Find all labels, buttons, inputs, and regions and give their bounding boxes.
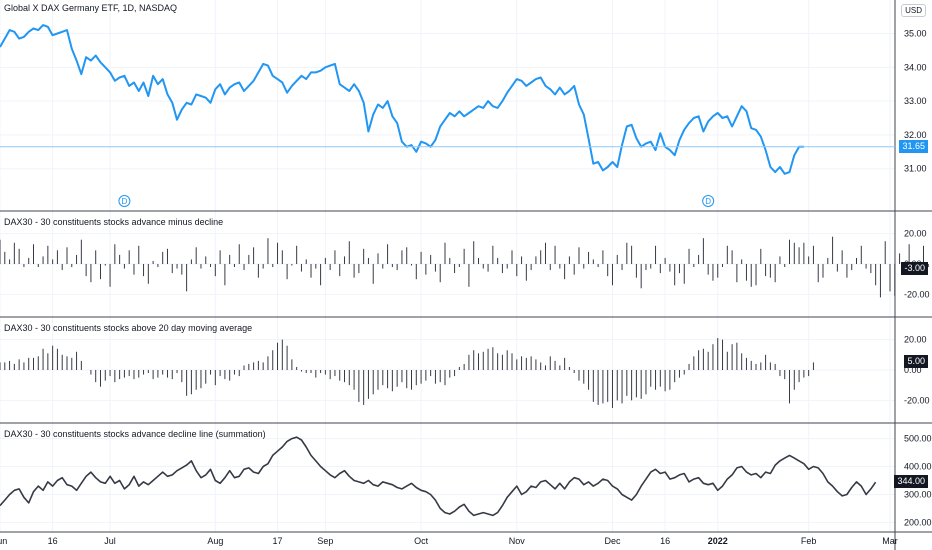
y-tick-label: 35.00 [904,29,927,39]
y-tick-label: 20.00 [904,335,927,345]
last-value-badge: 344.00 [894,475,928,489]
last-value-badge: 5.00 [904,355,928,369]
y-tick-label: 500.00 [904,434,932,444]
last-value-badge: 31.65 [899,139,928,153]
x-tick-label: 16 [660,536,670,546]
y-tick-label: 32.00 [904,130,927,140]
x-tick-label: Aug [207,536,223,546]
y-tick-label: 34.00 [904,62,927,72]
x-tick-label: Oct [414,536,429,546]
dividend-marker [118,195,131,207]
y-tick-label: 300.00 [904,489,932,499]
y-tick-label: -20.00 [904,395,930,405]
x-tick-label: Jun [0,536,7,546]
panel-title: Global X DAX Germany ETF, 1D, NASDAQ [4,3,177,13]
axes: Jun 16 Jul Aug 17 Sep Oct Nov Dec 16 2022 Feb Mar Glo… [0,3,932,546]
dividend-marker-label: D [705,197,711,206]
y-tick-label: 400.00 [904,462,932,472]
dividend-marker [702,195,715,207]
dividend-marker-label: D [122,197,128,206]
ad-summation-line [0,436,877,517]
panel-title: DAX30 - 30 constituents stocks advance m… [4,217,223,227]
x-tick-label: 16 [48,536,58,546]
x-tick-label: Sep [317,536,333,546]
currency-button[interactable]: USD [901,4,926,17]
panel-title: DAX30 - 30 constituents stocks advance d… [4,429,266,439]
x-tick-label: 2022 [708,536,728,546]
y-tick-label: 0.00 [904,365,922,375]
y-tick-label: 31.00 [904,164,927,174]
panel-title: DAX30 - 30 constituents stocks above 20 … [4,323,252,333]
x-tick-label: Mar [882,536,898,546]
y-tick-label: 33.00 [904,96,927,106]
price-series-line [0,24,804,175]
x-tick-label: Dec [604,536,621,546]
x-tick-label: Nov [509,536,526,546]
last-value-badge: -3.00 [901,261,928,275]
y-tick-label: 20.00 [904,229,927,239]
y-tick-label: -20.00 [904,289,930,299]
x-tick-label: Jul [104,536,116,546]
x-tick-label: 17 [273,536,283,546]
y-tick-label: 200.00 [904,517,932,527]
grid [0,0,895,532]
x-tick-label: Feb [801,536,817,546]
